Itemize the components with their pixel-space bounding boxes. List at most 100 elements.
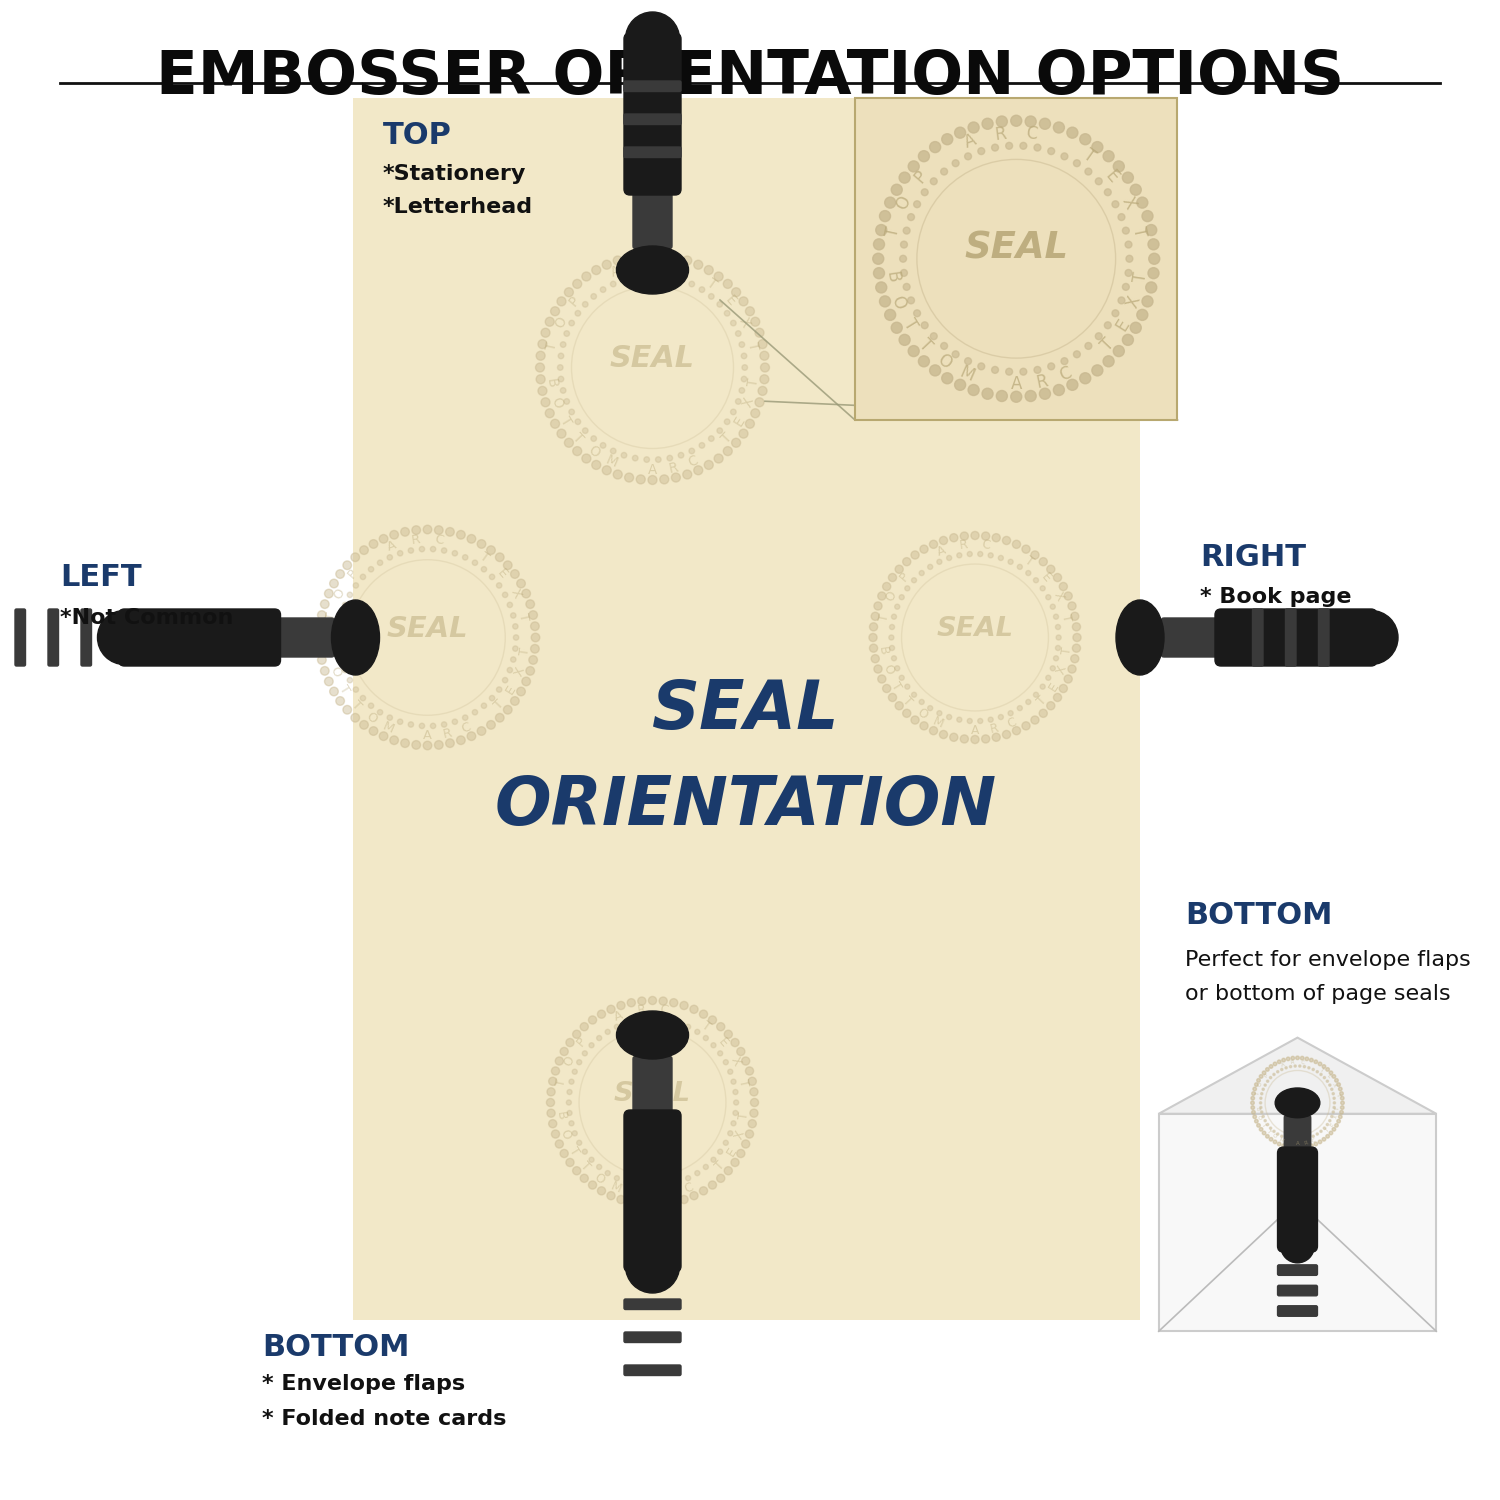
Circle shape [1269,1065,1274,1068]
Circle shape [496,687,502,693]
Circle shape [676,1020,681,1026]
Text: T: T [699,1020,712,1035]
Circle shape [564,399,570,405]
Circle shape [1323,1077,1326,1078]
Circle shape [1040,684,1046,688]
Circle shape [910,716,920,724]
Circle shape [724,1167,732,1174]
Text: O: O [880,663,896,676]
Circle shape [1338,1088,1342,1090]
Circle shape [1084,342,1092,350]
Circle shape [1059,684,1068,693]
Circle shape [351,554,360,561]
Circle shape [1146,282,1156,292]
Circle shape [741,352,747,358]
Circle shape [336,696,345,705]
Text: BOTTOM: BOTTOM [262,1332,410,1362]
Circle shape [597,1010,606,1019]
Circle shape [1260,1112,1263,1113]
Circle shape [921,189,928,195]
Circle shape [871,654,879,663]
Circle shape [1260,1096,1262,1100]
Circle shape [939,730,948,738]
Circle shape [591,294,597,298]
Text: R: R [988,722,999,735]
Text: X: X [512,664,528,678]
Circle shape [339,657,345,662]
Text: C: C [658,1004,669,1017]
Text: T: T [1335,1092,1341,1096]
Circle shape [590,1042,594,1048]
Circle shape [602,466,610,476]
Circle shape [1329,1084,1330,1086]
Circle shape [914,201,921,207]
Circle shape [503,678,509,682]
Circle shape [952,351,958,357]
Circle shape [1056,624,1060,630]
Circle shape [1002,537,1011,544]
Text: T: T [518,646,531,657]
Circle shape [591,436,597,441]
Circle shape [688,448,694,454]
Circle shape [954,128,966,138]
Text: R: R [634,258,645,273]
Circle shape [992,366,999,374]
Circle shape [878,592,886,600]
Circle shape [633,456,638,460]
Circle shape [378,560,382,566]
Circle shape [390,736,399,744]
Circle shape [740,297,748,306]
Circle shape [1080,372,1090,384]
Circle shape [1034,578,1038,584]
Circle shape [1071,654,1078,663]
Circle shape [1008,560,1013,564]
Circle shape [555,1058,564,1065]
Circle shape [680,1196,688,1203]
Text: SEAL: SEAL [387,615,468,644]
Text: O: O [888,292,909,310]
Text: E: E [1038,570,1053,585]
FancyBboxPatch shape [118,609,280,666]
Text: O: O [561,1054,578,1068]
Text: A: A [1011,375,1022,393]
Circle shape [645,1184,650,1188]
Circle shape [466,534,476,543]
Text: P: P [897,570,912,584]
Text: T: T [1254,1092,1260,1096]
Circle shape [682,256,692,265]
Circle shape [876,225,886,236]
Circle shape [531,645,538,652]
Circle shape [694,260,703,268]
Circle shape [318,656,326,664]
Circle shape [888,573,897,582]
Circle shape [1329,1119,1330,1122]
Circle shape [666,1019,670,1023]
Circle shape [1344,610,1398,664]
Circle shape [624,472,633,482]
Circle shape [914,310,921,316]
Circle shape [682,470,692,478]
Text: P: P [910,168,932,188]
Circle shape [1146,225,1156,236]
Circle shape [1254,1119,1258,1124]
Circle shape [699,286,705,292]
Circle shape [1322,1137,1326,1142]
Circle shape [1011,392,1022,402]
Circle shape [1008,711,1013,716]
FancyBboxPatch shape [624,33,681,195]
Circle shape [636,476,645,484]
Text: E: E [495,567,510,580]
Circle shape [608,1005,615,1014]
FancyBboxPatch shape [624,147,681,158]
Text: SEAL: SEAL [1281,1094,1314,1106]
Circle shape [891,656,897,662]
Circle shape [676,1179,681,1185]
Circle shape [556,297,566,306]
Circle shape [873,254,883,264]
Text: T: T [915,334,934,356]
Text: E: E [1047,680,1062,693]
Circle shape [1251,1096,1254,1100]
Circle shape [645,1017,650,1022]
Circle shape [705,266,714,274]
Circle shape [930,726,938,735]
